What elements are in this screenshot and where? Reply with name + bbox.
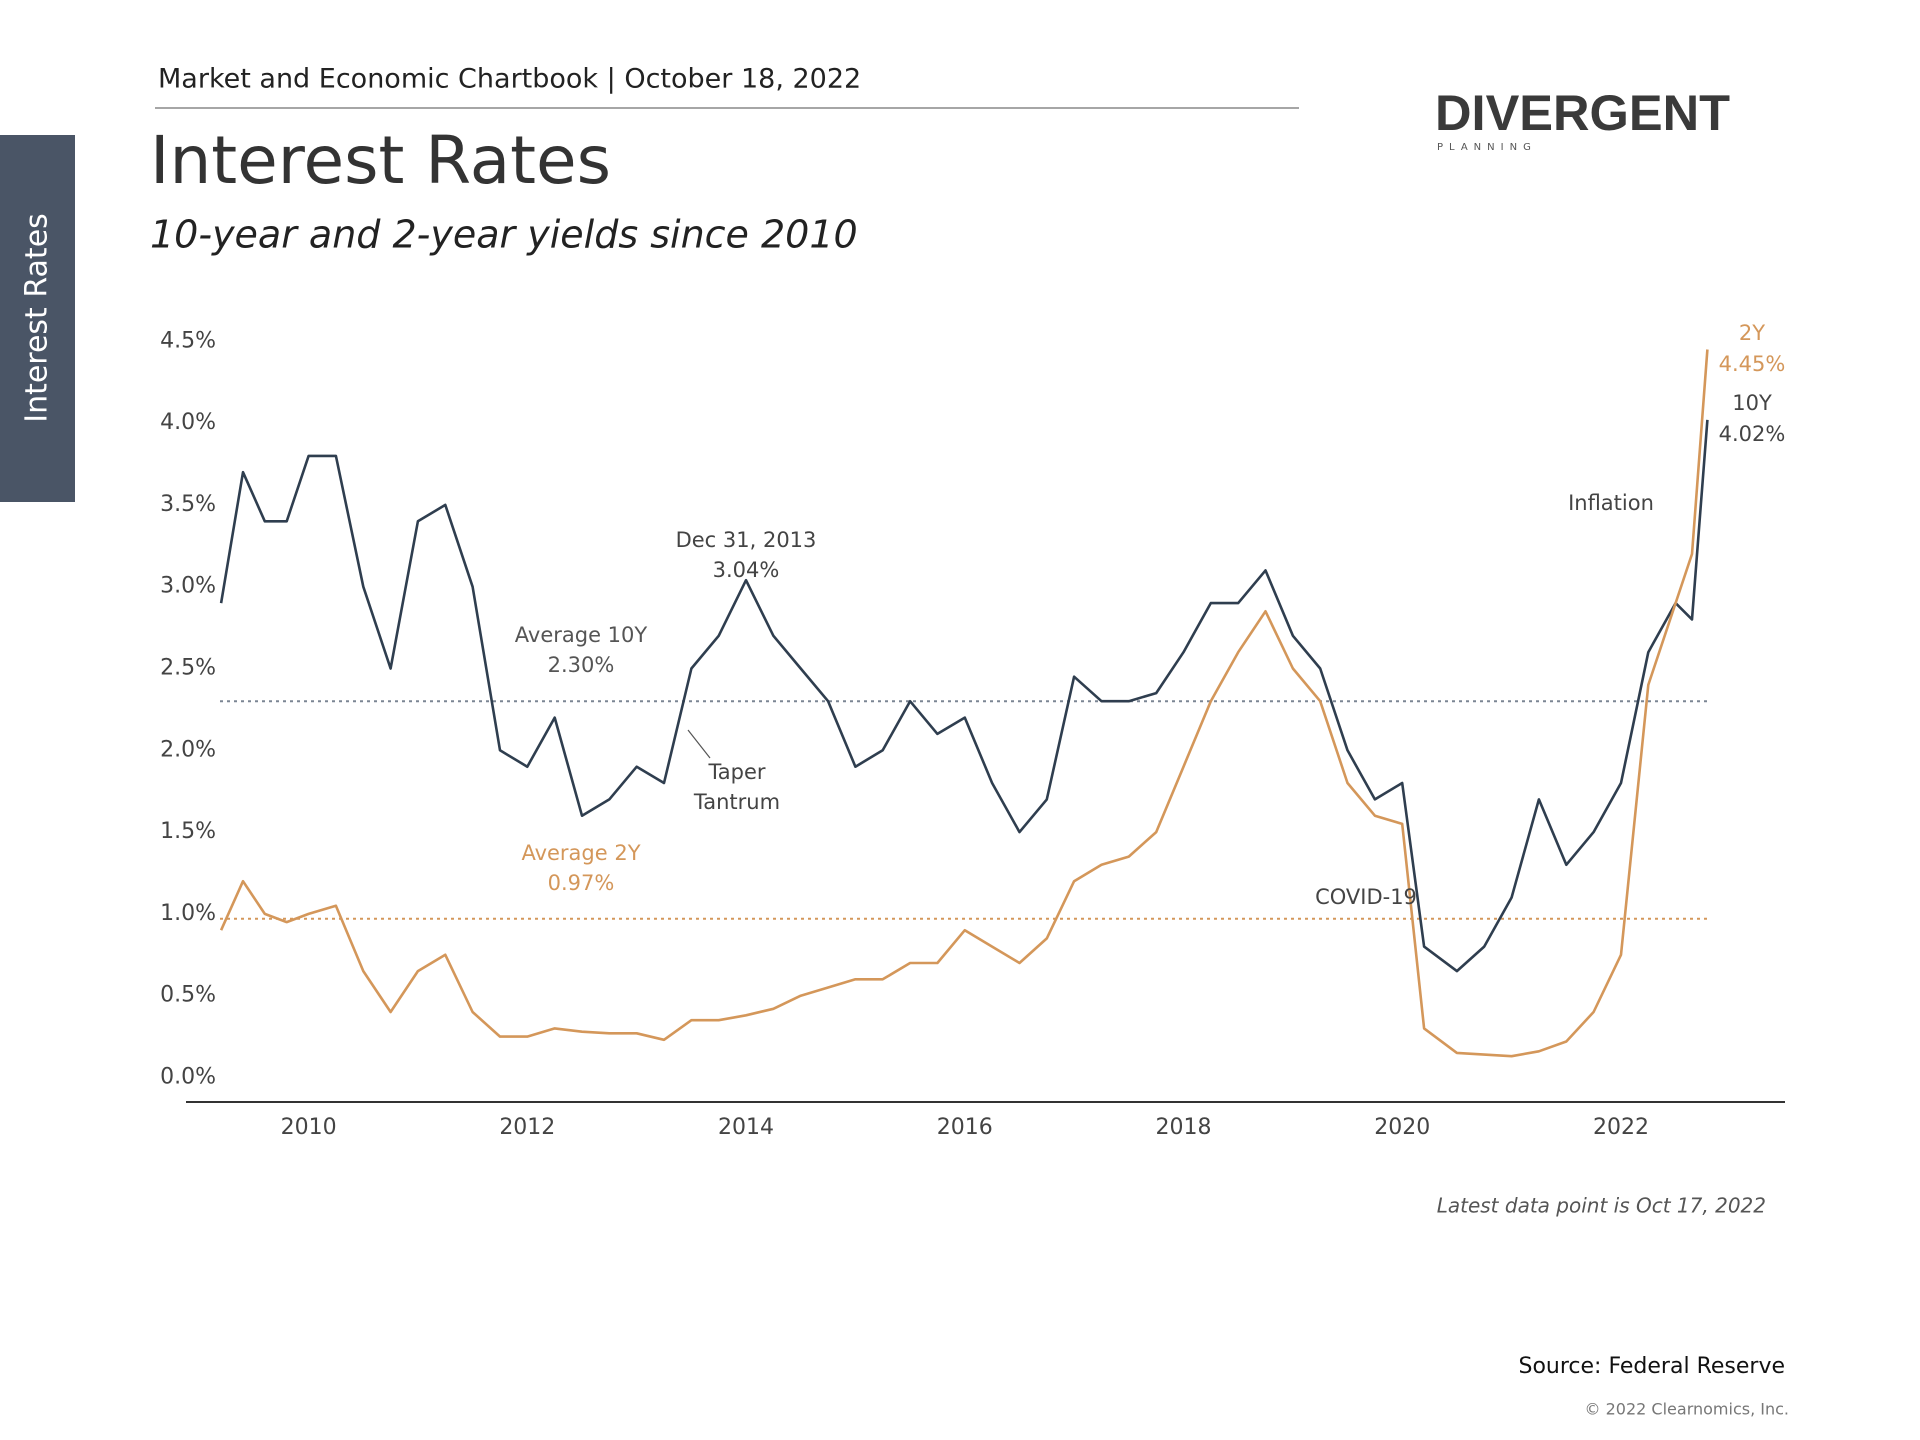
logo: DIVERGENT <box>1435 85 1730 141</box>
copyright: © 2022 Clearnomics, Inc. <box>1585 1400 1789 1419</box>
annotation: COVID-19 <box>1315 885 1417 909</box>
x-tick-label: 2022 <box>1593 1115 1649 1140</box>
side-tab <box>0 135 75 502</box>
y-tick-label: 0.5% <box>160 983 216 1008</box>
y-tick-label: 1.5% <box>160 819 216 844</box>
y-tick-label: 0.0% <box>160 1064 216 1089</box>
x-tick-label: 2016 <box>937 1115 993 1140</box>
annotation: Taper <box>707 760 765 784</box>
x-tick-label: 2010 <box>281 1115 337 1140</box>
x-tick-label: 2018 <box>1155 1115 1211 1140</box>
y-tick-label: 4.0% <box>160 410 216 435</box>
line-2y <box>219 349 1709 1058</box>
value-label: 4.02% <box>1719 422 1786 446</box>
y-tick-label: 3.5% <box>160 492 216 517</box>
reference-label: Average 10Y <box>515 623 648 647</box>
y-tick-label: 3.0% <box>160 574 216 599</box>
reference-value-label: 0.97% <box>548 871 615 895</box>
y-tick-label: 2.5% <box>160 656 216 681</box>
reference-value-label: 2.30% <box>548 653 615 677</box>
y-tick-label: 4.5% <box>160 328 216 353</box>
y-tick-label: 1.0% <box>160 901 216 926</box>
series-label: 2Y <box>1739 321 1765 345</box>
annotation: Dec 31, 2013 <box>676 528 817 552</box>
header: Market and Economic Chartbook | October … <box>158 64 861 95</box>
x-tick-label: 2020 <box>1374 1115 1430 1140</box>
line-10y <box>219 419 1709 973</box>
y-tick-label: 2.0% <box>160 737 216 762</box>
annotation: Inflation <box>1568 491 1654 515</box>
source: Source: Federal Reserve <box>1518 1354 1785 1379</box>
annotation: Tantrum <box>693 790 780 814</box>
side-tab-label: Interest Rates <box>20 213 55 423</box>
reference-label: Average 2Y <box>521 841 640 865</box>
annotation-value: 3.04% <box>713 558 780 582</box>
logo-tagline: PLANNING <box>1437 142 1537 153</box>
series-label: 10Y <box>1732 391 1772 415</box>
chart-title: Interest Rates <box>150 122 611 199</box>
chart-subtitle: 10-year and 2-year yields since 2010 <box>150 213 858 257</box>
x-tick-label: 2014 <box>718 1115 774 1140</box>
note: Latest data point is Oct 17, 2022 <box>1437 1194 1766 1218</box>
x-tick-label: 2012 <box>499 1115 555 1140</box>
value-label: 4.45% <box>1719 352 1786 376</box>
annotation-leader <box>687 729 711 759</box>
